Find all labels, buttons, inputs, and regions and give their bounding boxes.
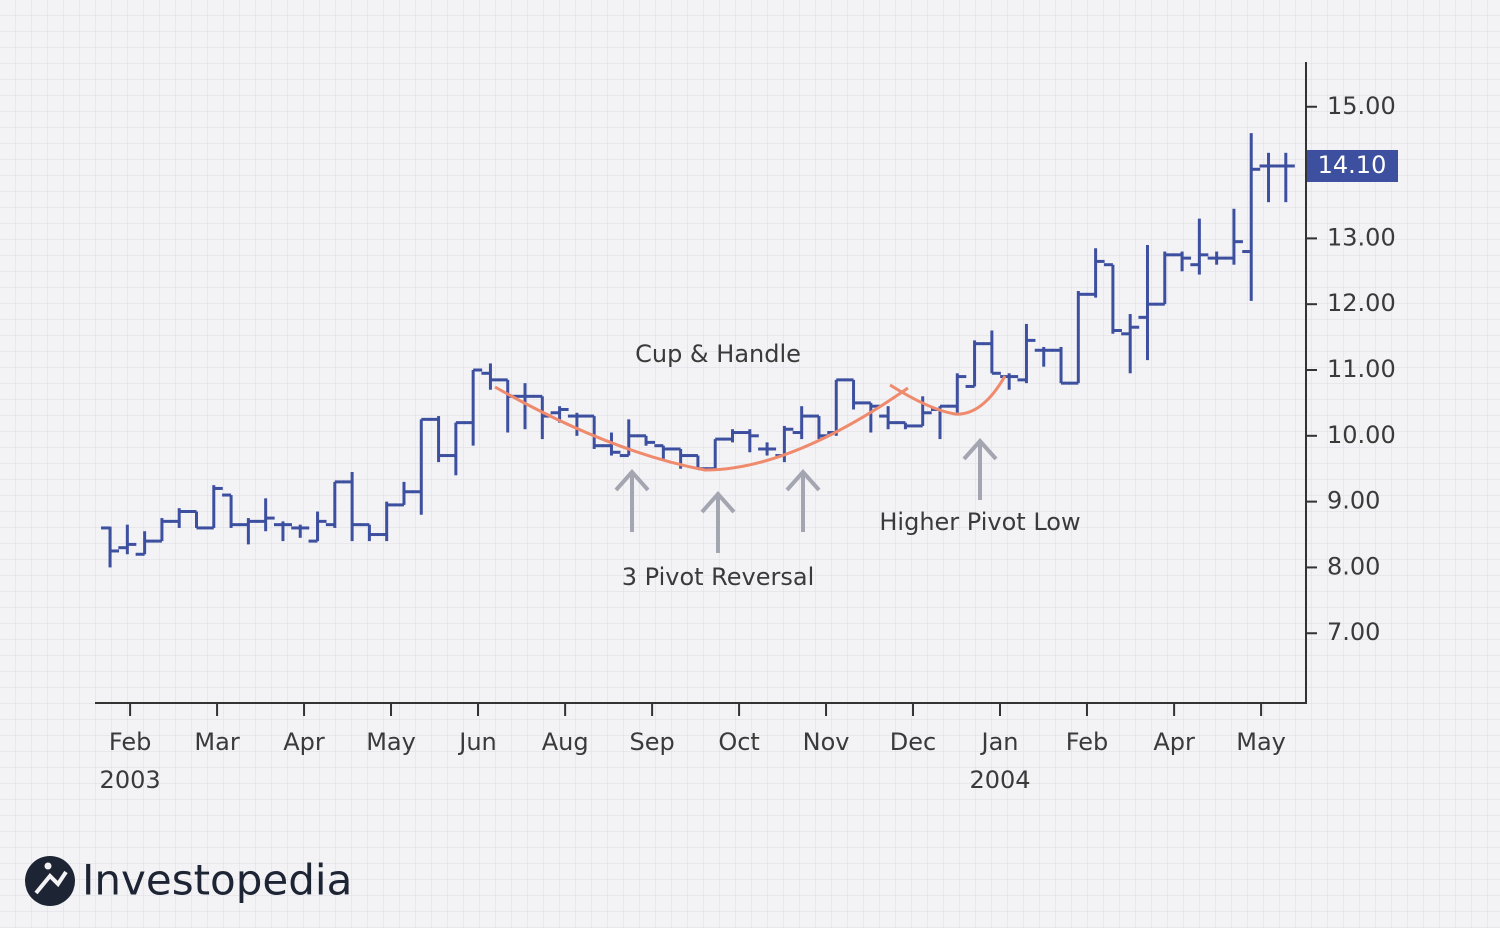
x-tick-label: Mar	[194, 728, 239, 756]
ohlc-bar	[844, 378, 863, 410]
ohlc-bar	[948, 373, 967, 413]
x-tick-label: Nov	[803, 728, 850, 756]
y-tick-label: 7.00	[1327, 618, 1380, 646]
axes: 7.008.009.0010.0011.0012.0013.0014.0015.…	[95, 62, 1398, 794]
ohlc-bar	[1276, 152, 1295, 203]
x-tick-label: Feb	[109, 728, 152, 756]
y-tick-label: 10.00	[1327, 421, 1396, 449]
y-tick-label: 8.00	[1327, 552, 1380, 580]
x-tick-label: Aug	[542, 728, 589, 756]
annotation: Higher Pivot Low	[879, 508, 1080, 536]
ohlc-bar	[913, 396, 932, 428]
ohlc-bar	[1207, 251, 1226, 265]
y-tick-label: 15.00	[1327, 92, 1396, 120]
ohlc-bar	[170, 508, 189, 528]
cup-handle-curve	[494, 375, 1007, 472]
ohlc-bar	[879, 406, 898, 430]
ohlc-bar	[481, 363, 500, 390]
ohlc-bar	[222, 493, 241, 528]
x-tick-label: May	[366, 728, 416, 756]
ohlc-bar	[1103, 263, 1122, 334]
ohlc-bar	[1259, 152, 1278, 203]
ohlc-bar	[273, 521, 292, 542]
x-tick-label: Feb	[1066, 728, 1109, 756]
ohlc-bar	[291, 524, 310, 538]
ohlc-bar	[394, 481, 413, 507]
ohlc-bar	[256, 498, 275, 532]
y-tick-label: 12.00	[1327, 289, 1396, 317]
pivot-arrows	[614, 437, 998, 553]
x-tick-label: Oct	[718, 728, 760, 756]
y-tick-label: 13.00	[1327, 223, 1396, 251]
ohlc-bar	[654, 444, 673, 459]
handle-curve	[889, 375, 1007, 416]
annotation: 3 Pivot Reversal	[622, 563, 815, 591]
ohlc-bar	[343, 472, 362, 542]
ohlc-bar	[135, 531, 154, 556]
ohlc-bar	[360, 523, 379, 542]
x-year-label: 2004	[969, 766, 1030, 794]
last-price-label: 14.10	[1318, 151, 1387, 179]
ohlc-bar	[204, 485, 223, 530]
ohlc-bar	[1121, 314, 1140, 374]
ohlc-bar	[377, 501, 396, 542]
ohlc-bar	[1155, 251, 1174, 306]
ohlc-bar	[896, 421, 915, 430]
arrow	[962, 437, 998, 500]
y-tick-label: 11.00	[1327, 355, 1396, 383]
ohlc-bar	[325, 480, 344, 528]
ohlc-bar	[101, 526, 120, 568]
price-bars	[101, 133, 1295, 568]
ohlc-bar	[1173, 251, 1192, 272]
ohlc-bar	[464, 368, 483, 446]
x-tick-label: Apr	[1153, 728, 1195, 756]
arrow	[614, 468, 650, 532]
ohlc-bar	[1138, 244, 1157, 361]
ohlc-bar	[516, 383, 535, 430]
ohlc-bar	[982, 330, 1001, 375]
ohlc-bar	[585, 414, 604, 449]
ohlc-bar	[1242, 133, 1261, 301]
logo-dot	[44, 862, 52, 870]
x-tick-label: Dec	[890, 728, 936, 756]
x-tick-label: Apr	[283, 728, 325, 756]
x-tick-label: May	[1236, 728, 1286, 756]
cup-curve	[494, 385, 909, 472]
ohlc-bar	[1052, 346, 1071, 385]
ohlc-bar	[429, 416, 448, 463]
ohlc-bar	[740, 429, 759, 453]
x-tick-label: Sep	[629, 728, 674, 756]
ohlc-bar	[308, 511, 327, 543]
ohlc-bar	[723, 429, 742, 443]
annotation: Cup & Handle	[635, 340, 801, 368]
x-year-label: 2003	[100, 766, 161, 794]
ohlc-bar	[187, 509, 206, 530]
ohlc-bar	[1017, 323, 1036, 384]
ohlc-bar	[567, 412, 586, 436]
y-tick-label: 9.00	[1327, 487, 1380, 515]
ohlc-bar	[412, 417, 431, 515]
ohlc-bar	[637, 434, 656, 446]
ohlc-bar	[152, 518, 171, 543]
ohlc-bar	[1190, 218, 1209, 275]
x-tick-label: Jun	[457, 728, 497, 756]
brand: Investopedia	[82, 856, 352, 905]
arrow	[700, 490, 736, 553]
ohlc-bar	[446, 421, 465, 476]
ohlc-bar	[239, 518, 258, 545]
ohlc-bar	[118, 524, 137, 555]
arrow	[785, 468, 821, 532]
logo: Investopedia	[25, 856, 352, 906]
ohlc-bar	[1034, 346, 1053, 367]
ohlc-bar	[965, 340, 984, 388]
ohlc-bar	[1086, 248, 1105, 298]
logo-mark	[34, 870, 68, 895]
ohlc-bar	[1069, 291, 1088, 385]
ohlc-bar	[1224, 208, 1243, 265]
ohlc-bar	[792, 406, 811, 440]
x-tick-label: Jan	[979, 728, 1018, 756]
last-price-box	[1307, 149, 1398, 182]
ohlc-bar	[758, 442, 777, 456]
